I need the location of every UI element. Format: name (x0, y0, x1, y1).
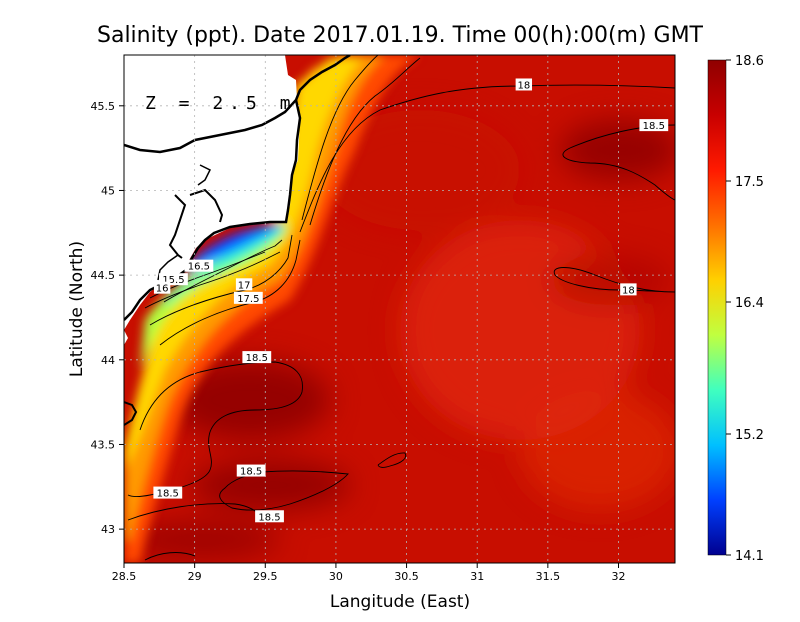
plot-frame (123, 54, 676, 564)
chart-title: Salinity (ppt). Date 2017.01.19. Time 00… (97, 23, 704, 48)
contour-label-text: 18 (517, 80, 530, 91)
contour-label-box (235, 278, 253, 291)
contour-label-text: 16.5 (188, 262, 210, 273)
coastal-band-cyan (165, 226, 283, 306)
contour-label-box (233, 291, 263, 304)
x-tick-label: 32 (611, 570, 625, 583)
x-axis: 28.5 29 29.5 30 30.5 31 31.5 32 (112, 563, 625, 583)
field-patch (550, 255, 670, 305)
y-axis-label: Latitude (North) (67, 241, 87, 377)
contour-label-text: 16 (156, 284, 169, 295)
contour-label: 16 (153, 281, 171, 295)
coastline (124, 401, 138, 426)
contour-18.5 (562, 124, 675, 201)
y-tick-label: 43.5 (91, 438, 116, 451)
contour-label: 18.5 (639, 119, 669, 132)
contour-label-box (153, 486, 183, 499)
field-patch (520, 390, 675, 510)
colorbar-tick-label: 16.4 (735, 296, 764, 311)
coastline (124, 55, 351, 154)
land-mass (124, 330, 128, 345)
contour-label-box (255, 510, 284, 523)
field-patch (560, 120, 675, 180)
contour-18.5 (144, 552, 196, 561)
y-tick-label: 44 (101, 354, 115, 367)
colorbar-tick-label: 15.2 (735, 428, 764, 443)
field-patch (190, 460, 350, 510)
estuary-outline (189, 188, 224, 223)
y-tick-label: 45 (101, 184, 115, 197)
contour-18.5 (219, 470, 349, 511)
contour-label-box (153, 281, 171, 294)
contour-label-box (620, 283, 637, 296)
contour-16 (144, 251, 281, 309)
x-axis-label: Langitude (East) (330, 592, 470, 612)
contour-label-text: 18.5 (240, 467, 262, 478)
x-tick-label: 31.5 (536, 570, 561, 583)
field-patch (320, 110, 520, 230)
contour-labels: 18 18.5 18 16.5 15.516 17 17.5 18.5 18.5 18.5 18.5 (153, 78, 669, 523)
colorbar-ticks: 14.1 15.2 16.4 17.5 18.6 (726, 54, 764, 564)
contour-label: 16.5 (184, 259, 214, 273)
contour-label-text: 17 (238, 280, 251, 291)
contour-label-text: 18.5 (258, 512, 280, 523)
coastal-band-deep-blue (188, 224, 275, 268)
contour-label-box (515, 78, 533, 91)
field-patch (124, 520, 280, 560)
contour-label: 18.5 (153, 486, 183, 500)
estuary-outline (157, 254, 179, 281)
x-tick-label: 28.5 (112, 570, 137, 583)
colorbar-tick-label: 14.1 (735, 549, 764, 564)
contour-label: 18 (515, 78, 533, 91)
estuary-outline (197, 164, 212, 186)
contour-label: 18.5 (242, 351, 272, 364)
x-tick-label: 29 (188, 570, 202, 583)
coastal-band-amber (124, 55, 385, 540)
contour-label: 17.5 (233, 291, 263, 305)
y-tick-label: 45.5 (91, 100, 116, 113)
field-patch (170, 360, 330, 440)
contour-label-text: 15.5 (162, 275, 184, 286)
contour-label-text: 18.5 (246, 353, 268, 364)
contour-label: 17 (235, 278, 253, 291)
x-tick-label: 31 (470, 570, 484, 583)
y-axis: 43 43.5 44 44.5 45 45.5 (91, 100, 124, 536)
contour-label-box (236, 464, 266, 477)
colorbar-tick-label: 18.6 (735, 54, 764, 69)
x-tick-label: 30.5 (394, 570, 419, 583)
salinity-field: 18 18.5 18 16.5 15.516 17 17.5 18.5 18.5 18.5 18.5 (124, 55, 675, 563)
x-tick-label: 29.5 (253, 570, 278, 583)
contour-label-text: 18.5 (643, 121, 665, 132)
x-tick-label: 30 (329, 570, 343, 583)
colorbar-tick-label: 17.5 (735, 175, 764, 190)
y-tick-label: 44.5 (91, 269, 116, 282)
contour-label: 18 (620, 283, 637, 296)
contour-label-text: 18 (622, 285, 635, 296)
contour-18.5 (377, 452, 407, 468)
contour-label: 18.5 (255, 510, 284, 523)
coastal-band-orange (124, 55, 420, 563)
contour-label: 18.5 (236, 464, 266, 478)
contour-label-box (184, 259, 214, 272)
contour-label-box (242, 351, 272, 364)
y-tick-label: 43 (101, 523, 115, 536)
coastal-band-green (140, 225, 290, 370)
grid-lines (124, 55, 675, 563)
coastline (124, 99, 302, 321)
depth-annotation: Z = 2.5 m (145, 93, 297, 114)
contour-17 (301, 55, 379, 221)
colorbar (707, 59, 727, 556)
contour-label-text: 17.5 (237, 294, 259, 305)
contour-label-box (639, 119, 669, 132)
contour-label-text: 18.5 (157, 489, 179, 500)
contour-18 (299, 84, 675, 233)
